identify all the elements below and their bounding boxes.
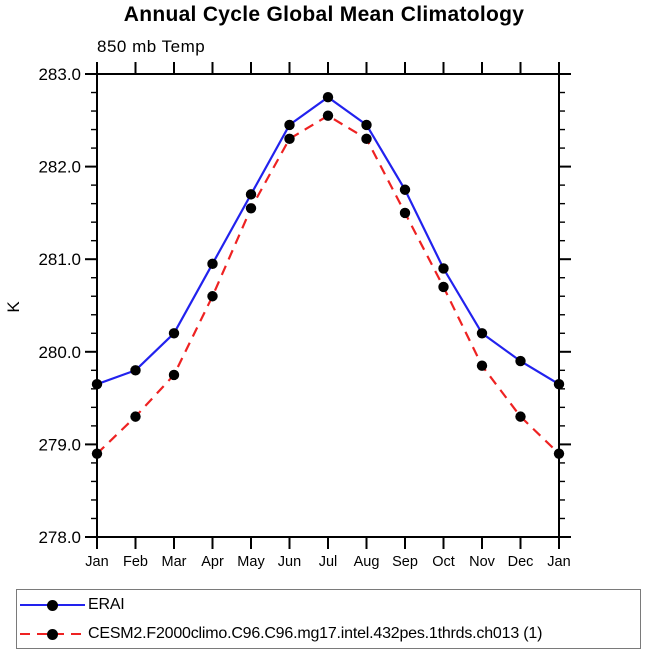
- series-1-marker: [168, 369, 180, 381]
- series-0-marker: [91, 379, 103, 390]
- erai-marker-icon: [47, 599, 58, 611]
- series-0-marker: [553, 379, 565, 390]
- legend-item-erai: ERAI: [17, 590, 640, 619]
- x-tick-label: Jan: [547, 554, 570, 570]
- series-0-marker: [284, 119, 295, 131]
- legend-box: ERAI CESM2.F2000climo.C96.C96.mg17.intel…: [16, 589, 641, 649]
- series-1-marker: [361, 133, 372, 145]
- y-tick-label: 283.0: [38, 65, 81, 84]
- x-tick-label: Apr: [201, 554, 224, 570]
- x-tick-label: Jul: [319, 554, 338, 570]
- x-tick-label: Nov: [469, 554, 496, 570]
- x-tick-label: Feb: [123, 554, 148, 570]
- series-1-marker: [515, 411, 526, 422]
- chart-title: Annual Cycle Global Mean Climatology: [123, 3, 525, 26]
- series-1-marker: [207, 291, 218, 302]
- series-0-marker: [207, 258, 218, 270]
- x-tick-label: Mar: [162, 554, 187, 570]
- y-tick-label: 280.0: [38, 343, 81, 362]
- x-tick-label: Sep: [392, 554, 418, 570]
- cesm2-marker-icon: [47, 628, 58, 640]
- x-tick-label: Dec: [508, 554, 534, 570]
- series-0-marker: [168, 328, 180, 339]
- series-1-marker: [476, 360, 488, 371]
- axes-frame: [96, 73, 560, 538]
- legend-sample-erai: [20, 599, 85, 611]
- chart-subtitle: 850 mb Temp: [97, 37, 206, 56]
- legend-label-erai: ERAI: [88, 595, 125, 613]
- y-tick-label: 281.0: [38, 250, 81, 269]
- series-1-marker: [91, 448, 103, 459]
- y-tick-label: 282.0: [38, 158, 81, 177]
- series-1-marker: [553, 448, 565, 459]
- x-tick-label: Oct: [432, 554, 455, 570]
- series-line-1: [96, 114, 560, 455]
- series-0-marker: [245, 189, 257, 200]
- x-tick-label: Jun: [278, 554, 301, 570]
- series-line-0: [96, 95, 560, 386]
- x-tick-label: Aug: [354, 554, 380, 570]
- legend-sample-cesm2: [20, 628, 85, 640]
- series-0-marker: [476, 328, 488, 339]
- legend-label-cesm2: CESM2.F2000climo.C96.C96.mg17.intel.432p…: [88, 624, 543, 642]
- series-0-marker: [361, 119, 372, 131]
- series-1-marker: [130, 411, 141, 422]
- y-tick-label: 278.0: [38, 528, 81, 547]
- y-tick-label: 279.0: [38, 435, 81, 454]
- x-tick-label: Jan: [85, 554, 108, 570]
- legend-item-cesm2: CESM2.F2000climo.C96.C96.mg17.intel.432p…: [17, 619, 640, 648]
- series-0-marker: [322, 91, 334, 103]
- series-1-marker: [245, 203, 257, 214]
- series-0-marker: [438, 263, 449, 274]
- x-tick-label: May: [237, 554, 265, 570]
- series-0-marker: [399, 184, 411, 195]
- series-1-marker: [322, 110, 334, 121]
- series-1-marker: [438, 281, 449, 293]
- series-1-marker: [284, 133, 295, 145]
- series-1-marker: [399, 207, 411, 219]
- series-0-marker: [515, 355, 526, 367]
- series-0-marker: [130, 365, 141, 376]
